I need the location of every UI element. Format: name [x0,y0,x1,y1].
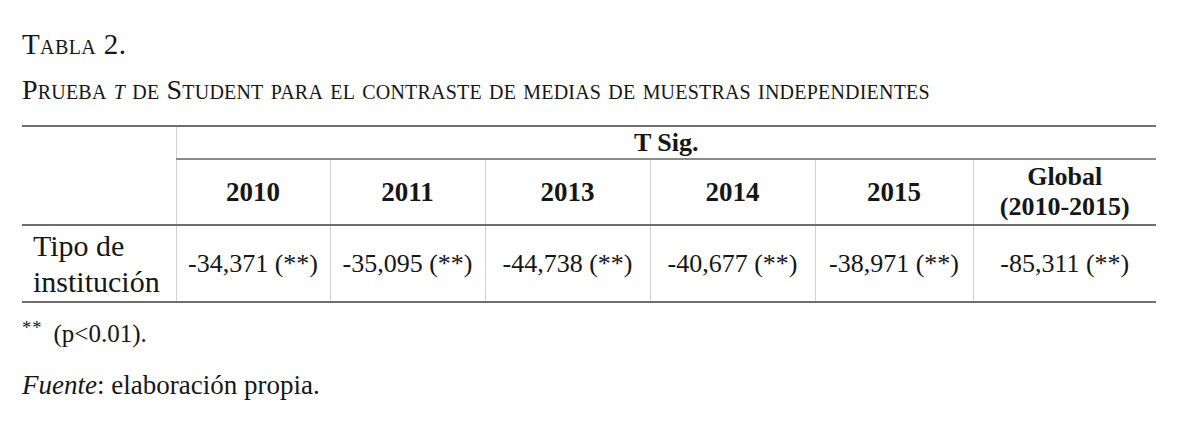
spanner-row-stub-cell [22,126,176,159]
title-block: Tabla 2. Prueba t de Student para el con… [22,22,1156,112]
column-header-2014: 2014 [650,159,815,225]
cell-value-2013: -44,738 (**) [485,225,650,302]
subtitle-italic-t: t [114,74,125,105]
subtitle-text-start: Prueba [22,74,114,105]
column-header-global: Global (2010-2015) [973,159,1156,225]
column-header-row: 2010 2011 2013 2014 2015 Global (2010-20… [22,159,1156,225]
significance-footnote: ** (p<0.01). [22,318,1156,348]
t-sig-spanner-header: T Sig. [176,126,1156,159]
table-number-label: Tabla 2. [22,22,1156,67]
cell-value-2010: -34,371 (**) [176,225,330,302]
t-test-table: T Sig. 2010 2011 2013 2014 2015 Global (… [22,125,1156,303]
cell-value-global: -85,311 (**) [973,225,1156,302]
header-stub-cell [22,159,176,225]
row-header-tipo-de-institucion: Tipo de institución [22,225,176,302]
table-subtitle: Prueba t de Student para el contraste de… [22,67,1156,112]
cell-value-2011: -35,095 (**) [330,225,485,302]
cell-value-2014: -40,677 (**) [650,225,815,302]
global-header-line2: (2010-2015) [974,192,1157,222]
source-text: : elaboración propia. [97,370,320,400]
significance-asterisks: ** [22,318,43,338]
global-header-line1: Global [974,162,1157,192]
column-header-2013: 2013 [485,159,650,225]
spanner-row: T Sig. [22,126,1156,159]
column-header-2010: 2010 [176,159,330,225]
source-label: Fuente [22,370,97,400]
column-header-2011: 2011 [330,159,485,225]
significance-text: (p<0.01). [54,320,147,347]
subtitle-text-end: de Student para el contraste de medias d… [125,74,930,105]
column-header-2015: 2015 [815,159,973,225]
cell-value-2015: -38,971 (**) [815,225,973,302]
page: Tabla 2. Prueba t de Student para el con… [0,0,1178,401]
table-row-tipo-de-institucion: Tipo de institución -34,371 (**) -35,095… [22,225,1156,302]
source-note: Fuente: elaboración propia. [22,370,1156,401]
